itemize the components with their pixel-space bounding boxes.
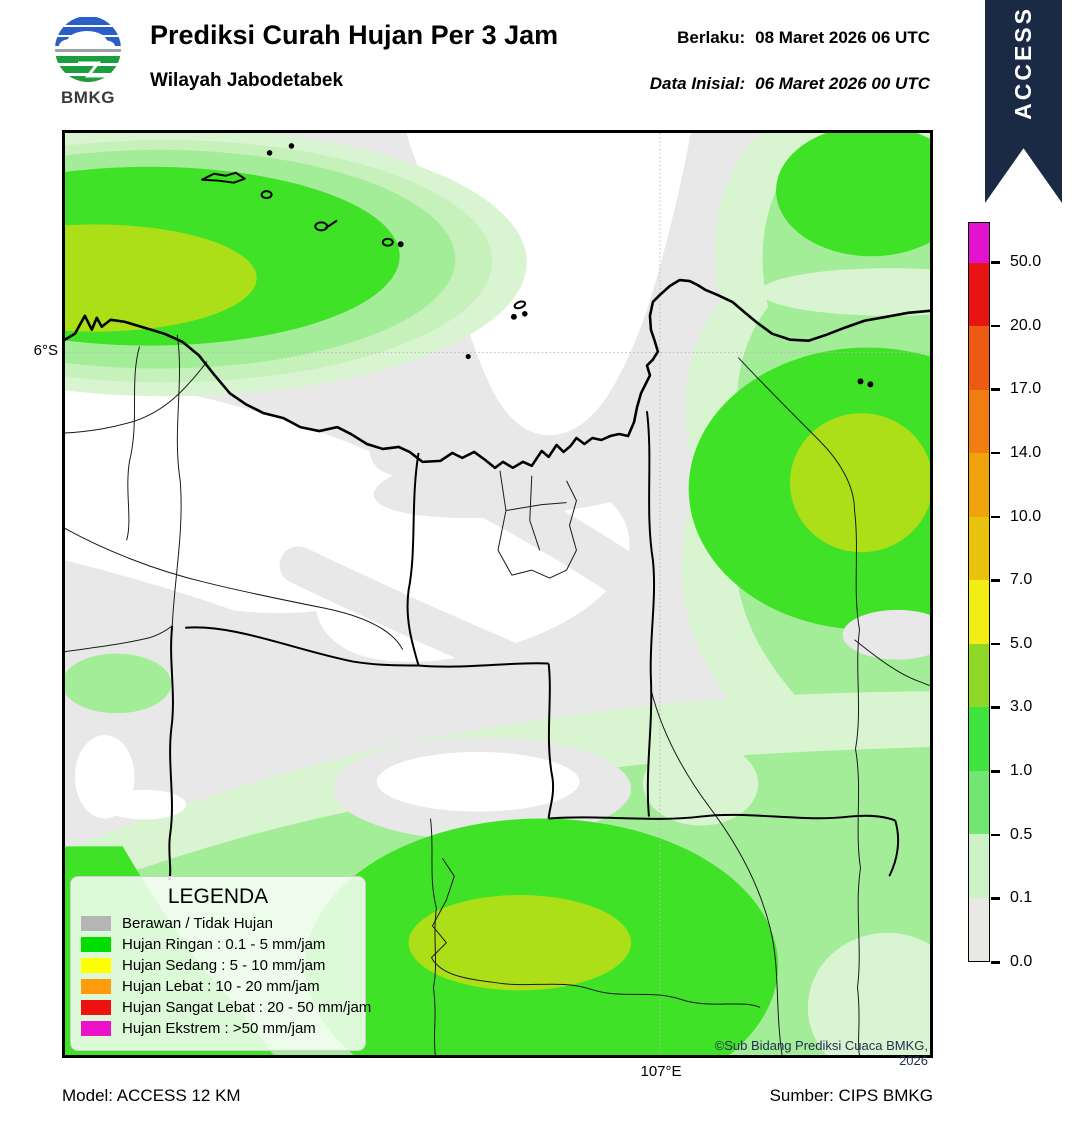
legend-item: Berawan / Tidak Hujan (81, 915, 355, 932)
colorbar-tick-label: 7.0 (1010, 571, 1033, 589)
colorbar-tick-label: 20.0 (1010, 316, 1042, 334)
legend-item-label: Berawan / Tidak Hujan (122, 915, 273, 932)
colorbar-tick-label: 14.0 (1010, 443, 1042, 461)
legend-item: Hujan Lebat : 10 - 20 mm/jam (81, 978, 355, 995)
legend-item-label: Hujan Ekstrem : >50 mm/jam (122, 1020, 316, 1037)
legend-swatch (81, 958, 111, 973)
colorbar-tick (991, 388, 1000, 391)
bmkg-logo-label: BMKG (61, 88, 115, 107)
copyright-text: ©Sub Bidang Prediksi Cuaca BMKG, 2026 (714, 1038, 928, 1068)
colorbar-tick (991, 706, 1000, 709)
legend-item-label: Hujan Sangat Lebat : 20 - 50 mm/jam (122, 999, 372, 1016)
legend-box: LEGENDA Berawan / Tidak Hujan Hujan Ringa… (70, 876, 371, 1051)
legend-item-label: Hujan Lebat : 10 - 20 mm/jam (122, 978, 320, 995)
islands (201, 143, 874, 388)
colorbar-tick-label: 0.1 (1010, 889, 1033, 907)
admin-boundaries-thick (168, 411, 900, 881)
rainfall-contours (65, 133, 930, 1055)
bmkg-logo-icon (50, 12, 126, 112)
colorbar-tick-label: 0.5 (1010, 825, 1033, 843)
colorbar-tick (991, 515, 1000, 519)
legend-item: Hujan Sedang : 5 - 10 mm/jam (81, 957, 355, 974)
access-ribbon-label: ACCESS (1010, 6, 1036, 120)
colorbar-tick-label: 1.0 (1010, 762, 1033, 780)
colorbar-segment (969, 223, 989, 263)
access-ribbon: ACCESS (985, 0, 1062, 203)
latitude-label: 6°S (33, 342, 58, 359)
coastline (65, 278, 930, 470)
valid-time-value: 08 Maret 2026 06 UTC (755, 28, 930, 47)
colorbar-tick-label: 10.0 (1010, 507, 1042, 525)
legend-item: Hujan Sangat Lebat : 20 - 50 mm/jam (81, 999, 371, 1016)
colorbar-segment (969, 326, 989, 390)
colorbar-tick (991, 324, 1000, 328)
map-gridlines (65, 133, 930, 1055)
longitude-label: 107°E (640, 1063, 682, 1080)
colorbar-tick (991, 451, 1000, 455)
colorbar-segment (969, 834, 989, 898)
colorbar-tick (991, 579, 1000, 582)
source-label: Sumber: CIPS BMKG (769, 1086, 933, 1105)
legend-swatch (81, 1000, 111, 1015)
colorbar-segment (969, 389, 989, 454)
init-time-value: 06 Maret 2026 00 UTC (755, 74, 930, 93)
model-label: Model: ACCESS 12 KM (62, 1086, 241, 1105)
colorbar-segment (969, 770, 989, 835)
legend-item-label: Hujan Ringan : 0.1 - 5 mm/jam (122, 936, 326, 953)
colorbar-tick (991, 261, 1000, 264)
colorbar-tick-label: 3.0 (1010, 698, 1033, 716)
legend-swatch (81, 979, 111, 994)
legend-title: LEGENDA (167, 885, 269, 908)
colorbar-tick (991, 897, 1000, 900)
page-subtitle: Wilayah Jabodetabek (150, 70, 344, 91)
init-time-label: Data Inisial: (649, 74, 746, 93)
colorbar-tick (991, 833, 1000, 837)
colorbar-segment (969, 580, 989, 644)
colorbar-tick-label: 0.0 (1010, 953, 1033, 971)
colorbar-segment (969, 643, 989, 708)
colorbar-tick (991, 642, 1000, 646)
colorbar-tick (991, 961, 1000, 964)
colorbar-segment (969, 897, 989, 962)
colorbar-segments (968, 222, 990, 962)
legend-swatch (81, 1021, 111, 1036)
map-frame (62, 130, 933, 1058)
legend-items: Berawan / Tidak Hujan Hujan Ringan : 0.1 … (81, 915, 371, 1037)
init-time-line: Data Inisial: 06 Maret 2026 00 UTC (430, 74, 930, 94)
colorbar-tick-label: 50.0 (1010, 253, 1042, 270)
page-title: Prediksi Curah Hujan Per 3 Jam (150, 20, 559, 50)
legend-item-label: Hujan Sedang : 5 - 10 mm/jam (122, 957, 326, 974)
colorbar-segment (969, 262, 989, 327)
admin-boundaries-thin (65, 334, 930, 1055)
valid-time-line: Berlaku: 08 Maret 2026 06 UTC (430, 28, 930, 48)
colorbar-tick-label: 17.0 (1010, 380, 1042, 398)
legend-item: Hujan Ringan : 0.1 - 5 mm/jam (81, 936, 355, 953)
legend-item: Hujan Ekstrem : >50 mm/jam (81, 1020, 355, 1037)
legend-swatch (81, 916, 111, 931)
valid-time-label: Berlaku: (677, 28, 746, 47)
colorbar-segment (969, 707, 989, 771)
colorbar-segment (969, 516, 989, 581)
colorbar-tick-label: 5.0 (1010, 634, 1033, 652)
map-canvas (65, 133, 930, 1055)
colorbar-segment (969, 453, 989, 517)
legend-swatch (81, 937, 111, 952)
colorbar-tick (991, 770, 1000, 773)
